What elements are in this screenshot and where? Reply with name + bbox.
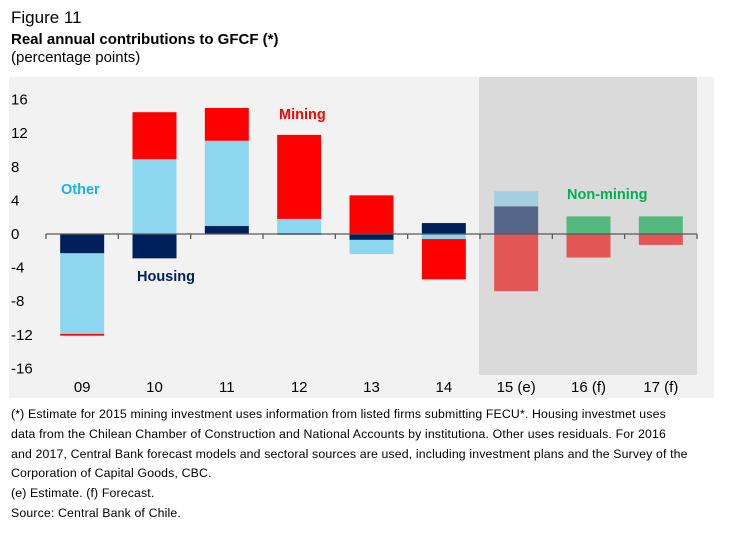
bar-mining-13 — [349, 195, 394, 234]
chart-svg: 16 12 8 4 0 -4 -8 -12 -16 09 10 11 12 13 14 15 (e) 16 (… — [11, 77, 698, 396]
bar-mining-11 — [204, 108, 249, 141]
bar-other-12 — [277, 218, 322, 234]
chart-panel: 16 12 8 4 0 -4 -8 -12 -16 09 10 11 12 13 14 15 (e) 16 (… — [9, 77, 714, 398]
y-tick-label: -4 — [11, 260, 24, 277]
bar-mining-12 — [277, 134, 322, 219]
bar-other-14 — [421, 234, 466, 240]
x-tick-label: 13 — [363, 379, 380, 396]
annotation-mining: Mining — [279, 107, 326, 123]
note-line: data from the Chilean Chamber of Constru… — [11, 426, 666, 441]
x-tick-label: 10 — [146, 379, 163, 396]
bar-mining-15e — [494, 234, 539, 292]
bar-other-09 — [60, 253, 105, 334]
bar-other-10 — [132, 159, 177, 234]
x-tick-label: 16 (f) — [571, 379, 606, 396]
x-ticks-group — [45, 234, 698, 239]
y-tick-label: 4 — [11, 192, 19, 209]
y-tick-label: 8 — [11, 159, 19, 176]
note-line: Corporation of Capital Goods, CBC. — [11, 466, 212, 481]
x-tick-label: 12 — [291, 379, 308, 396]
bar-housing-13 — [349, 234, 394, 240]
note-line: Source: Central Bank of Chile. — [11, 505, 181, 520]
bar-other-15e — [494, 191, 539, 207]
y-tick-label: -16 — [11, 360, 33, 377]
annotations: Other Housing Mining Non-mining — [61, 107, 648, 285]
note-line: and 2017, Central Bank forecast models a… — [11, 446, 688, 461]
bar-other-13 — [349, 239, 394, 255]
chart-notes: (*) Estimate for 2015 mining investment … — [11, 405, 716, 524]
annotation-housing: Housing — [137, 269, 195, 285]
y-tick-label: 0 — [11, 226, 19, 243]
y-tick-label: -12 — [11, 327, 33, 344]
x-tick-label: 09 — [74, 379, 91, 396]
x-tick-label: 14 — [435, 379, 452, 396]
bar-mining-10 — [132, 112, 177, 160]
bar-mining-14 — [421, 239, 466, 280]
y-tick-label: -8 — [11, 293, 24, 310]
bar-housing-10 — [132, 234, 177, 259]
note-line: (*) Estimate for 2015 mining investment … — [11, 407, 666, 421]
figure-label: Figure 11 — [11, 8, 82, 27]
y-tick-label: 16 — [11, 92, 28, 109]
y-tick-label: 12 — [11, 125, 28, 142]
bar-mining-16f — [566, 234, 611, 258]
bars-group — [60, 108, 683, 336]
bar-mining-17f — [638, 234, 683, 245]
x-tick-label: 17 (f) — [643, 379, 678, 396]
x-tick-labels: 09 10 11 12 13 14 15 (e) 16 (f) 17 (f) — [74, 379, 679, 396]
chart-title: Real annual contributions to GFCF (*) — [11, 31, 279, 48]
chart-subtitle: (percentage points) — [11, 49, 141, 66]
annotation-other: Other — [61, 182, 100, 198]
x-tick-label: 15 (e) — [497, 379, 536, 396]
bar-non-mining-16f — [566, 216, 611, 234]
annotation-non-mining: Non-mining — [567, 187, 648, 203]
bar-mining-09 — [60, 333, 105, 336]
bar-non-mining-17f — [638, 216, 683, 234]
bar-housing-14 — [421, 223, 466, 234]
bar-other-11 — [204, 140, 249, 227]
bar-housing-15e — [494, 206, 539, 234]
bar-housing-11 — [204, 226, 249, 234]
note-line: (e) Estimate. (f) Forecast. — [11, 486, 155, 501]
bar-housing-09 — [60, 234, 105, 254]
y-tick-labels: 16 12 8 4 0 -4 -8 -12 -16 — [11, 92, 33, 378]
x-tick-label: 11 — [219, 379, 235, 396]
